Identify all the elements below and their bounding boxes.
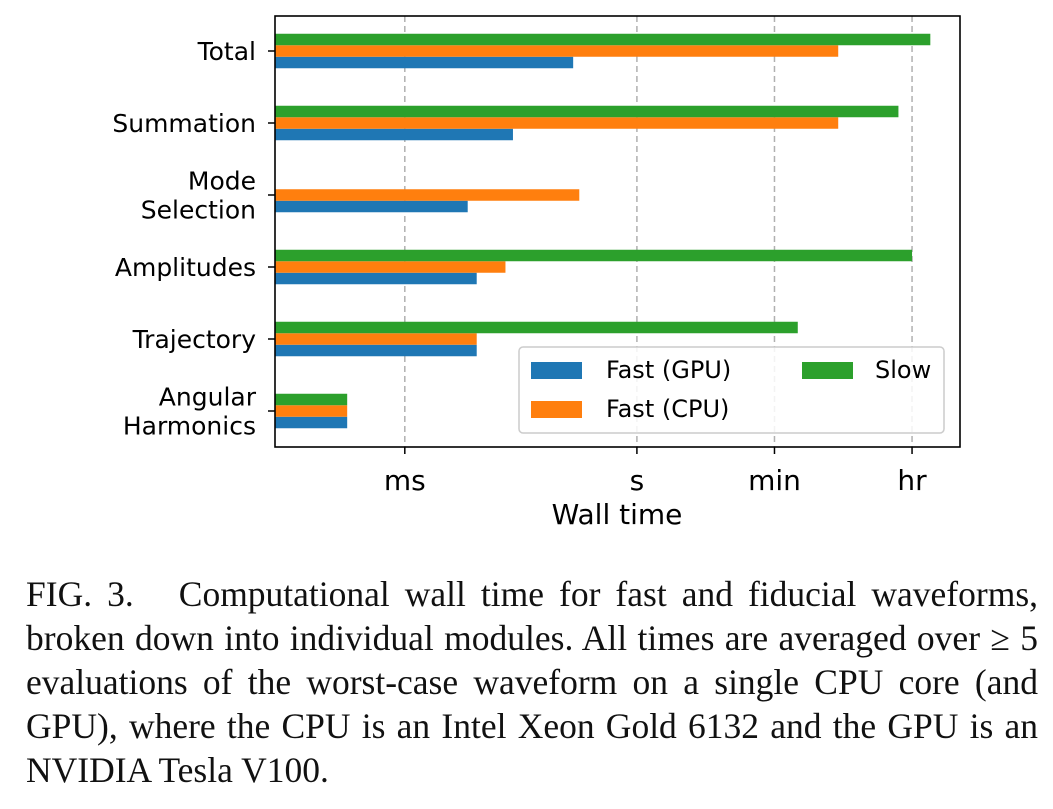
y-tick-label-amplitudes: Amplitudes [115,253,256,282]
bar-total-slow [275,33,931,46]
x-tick-label: hr [897,464,927,497]
bar-trajectory-fast-gpu [275,344,477,357]
y-tick-label-mode_selection: Mode [188,167,256,196]
legend-swatch-2 [802,362,853,379]
bar-angular_harmonics-fast-gpu [275,416,348,429]
grid-lines [404,16,913,447]
x-axis-label: Wall time [552,498,683,531]
bars [275,33,931,429]
legend-label-2: Slow [875,356,931,384]
caption-label: FIG. 3. [26,574,134,614]
bar-amplitudes-fast-cpu [275,261,506,273]
legend-swatch-0 [531,362,582,379]
x-tick-label: ms [384,464,426,497]
bar-trajectory-slow [275,321,798,334]
bar-amplitudes-slow [275,249,913,262]
x-tick-label: s [630,464,645,497]
legend-swatch-1 [531,401,582,418]
bar-mode_selection-fast-gpu [275,200,468,213]
figure-caption: FIG. 3. Computational wall time for fast… [26,572,1038,792]
y-tick-label-angular_harmonics: Harmonics [123,412,256,441]
bar-summation-fast-cpu [275,117,839,129]
y-tick-label-trajectory: Trajectory [132,325,257,354]
bar-angular_harmonics-slow [275,393,348,406]
bar-summation-slow [275,105,899,118]
caption-text: Computational wall time for fast and fid… [26,574,1039,790]
x-tick-label: min [748,464,801,497]
bar-amplitudes-fast-gpu [275,272,477,285]
bar-mode_selection-fast-cpu [275,189,580,201]
legend-label-1: Fast (CPU) [606,395,729,423]
bar-angular_harmonics-fast-cpu [275,405,348,417]
bar-trajectory-fast-cpu [275,333,477,345]
y-tick-label-mode_selection: Selection [141,196,256,225]
bar-total-fast-cpu [275,45,839,57]
bar-summation-fast-gpu [275,128,513,141]
plot-frame [274,15,961,448]
legend: Fast (GPU) Fast (CPU) Slow [518,346,945,434]
legend-label-0: Fast (GPU) [606,356,731,384]
y-tick-label-total: Total [197,37,256,66]
y-tick-label-angular_harmonics: Angular [159,383,257,412]
y-tick-label-summation: Summation [112,109,256,138]
bar-total-fast-gpu [275,56,574,69]
x-axis: ms s min hr [384,447,927,497]
